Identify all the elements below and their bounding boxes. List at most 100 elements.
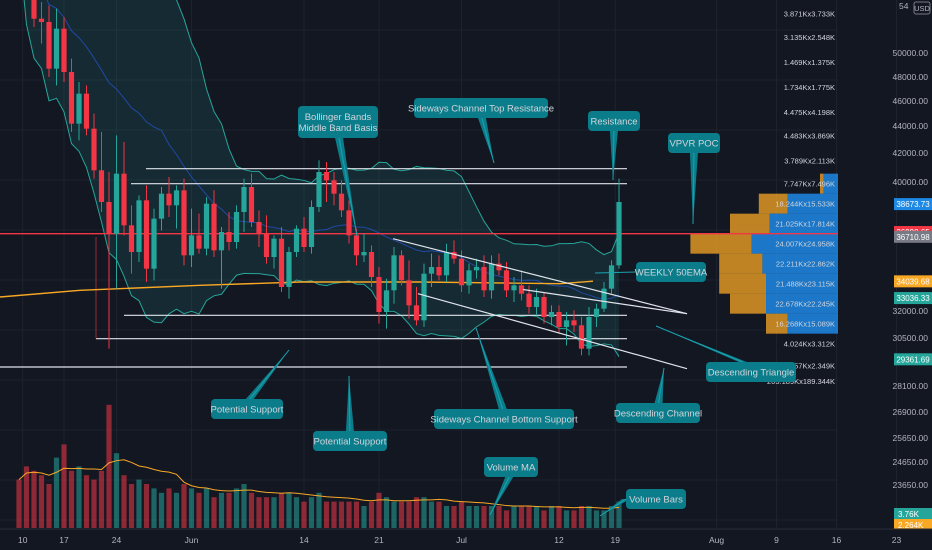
vp-down-bar-12 xyxy=(730,213,770,234)
candle-body-33 xyxy=(263,233,270,257)
volume-bar-4 xyxy=(46,484,52,528)
vp-up-bar-15 xyxy=(766,273,838,294)
channel-lower-line xyxy=(417,293,688,370)
candle-body-52 xyxy=(406,280,412,306)
triangle-base-line xyxy=(522,288,688,315)
vp-down-bar-14 xyxy=(719,253,763,274)
candle-body-59 xyxy=(458,258,465,286)
candle-body-61 xyxy=(473,267,480,271)
price-tag-text-2: 36710.98 xyxy=(896,233,930,242)
volume-bar-70 xyxy=(541,510,547,528)
annotation-text-bb-0: Bollinger Bands xyxy=(305,112,372,123)
annotation-text-bot-0: Sideways Channel Bottom Support xyxy=(430,415,578,426)
volume-bar-6 xyxy=(61,444,67,528)
candle-body-6 xyxy=(61,28,67,73)
volume-bar-39 xyxy=(308,497,315,528)
volume-tag-bg-1 xyxy=(894,519,932,530)
candle-body-34 xyxy=(271,238,277,257)
candle-body-71 xyxy=(548,312,555,317)
time-tick-6: Jul xyxy=(456,535,467,545)
annotation-text-tri-0: Descending Triangle xyxy=(708,368,795,379)
vp-down-bar-10 xyxy=(820,173,824,194)
candle-body-14 xyxy=(121,173,127,226)
price-tag-bg-4 xyxy=(894,292,932,305)
time-tick-1: 17 xyxy=(59,535,69,545)
volume-bar-76 xyxy=(586,506,592,528)
volume-tag-text-0: 3.76K xyxy=(898,510,920,519)
volume-bar-69 xyxy=(533,506,540,528)
vp-label-8: 4.483Kx3.869K xyxy=(784,131,835,140)
annotation-text-vma-0: Volume MA xyxy=(487,463,536,474)
volume-bar-23 xyxy=(188,488,195,528)
price-tag-bg-0 xyxy=(894,198,932,211)
price-tick-1: 48000.00 xyxy=(893,72,929,82)
volume-bar-49 xyxy=(383,497,390,528)
time-tick-12: 23 xyxy=(892,535,902,545)
candle-body-68 xyxy=(526,293,532,307)
volume-bar-17 xyxy=(143,484,150,528)
weekly-50ema-line xyxy=(0,280,594,298)
vp-label-19: 2.757Kx2.349K xyxy=(784,361,835,370)
volume-bar-55 xyxy=(428,501,435,528)
candle-body-32 xyxy=(256,222,262,234)
price-tag-bg-3 xyxy=(894,275,932,288)
volume-bar-43 xyxy=(338,501,345,528)
candle-body-3 xyxy=(38,18,45,22)
annotation-leader-top xyxy=(481,117,495,164)
candle-body-25 xyxy=(203,203,210,249)
volume-bar-41 xyxy=(323,501,330,528)
candle-body-60 xyxy=(466,270,472,286)
volume-bar-62 xyxy=(481,506,487,528)
annotation-text-vpvr-0: VPVR POC xyxy=(669,139,718,150)
time-tick-4: 14 xyxy=(299,535,309,545)
price-tag-text-0: 38673.73 xyxy=(896,200,930,209)
annotation-text-ps1-0: Potential Support xyxy=(211,405,284,416)
volume-bar-34 xyxy=(271,497,277,528)
candle-body-48 xyxy=(376,277,382,312)
volume-bar-67 xyxy=(518,506,525,528)
volume-bar-58 xyxy=(451,506,457,528)
candle-body-54 xyxy=(421,273,427,321)
vp-up-bar-10 xyxy=(823,173,838,194)
annotation-text-ema-0: WEEKLY 50EMA xyxy=(635,268,708,279)
volume-bar-65 xyxy=(503,510,510,528)
candle-body-72 xyxy=(556,312,562,327)
trend-lines xyxy=(392,238,688,370)
candle-body-24 xyxy=(196,235,202,249)
candle-body-56 xyxy=(436,267,442,276)
candle-body-65 xyxy=(503,270,510,291)
price-axis-panel xyxy=(900,0,932,550)
time-tick-0: 10 xyxy=(18,535,28,545)
annotation-box-bot xyxy=(434,409,574,429)
candle-body-20 xyxy=(166,193,172,206)
volume-bar-52 xyxy=(406,501,412,528)
volume-bar-32 xyxy=(256,497,262,528)
vp-label-17: 16.268Kx15.089K xyxy=(775,320,835,329)
currency-badge xyxy=(913,1,931,15)
candle-body-19 xyxy=(158,193,165,219)
annotation-box-bb xyxy=(298,106,378,138)
price-tag-text-4: 33036.33 xyxy=(896,294,930,303)
volume-bar-9 xyxy=(83,475,90,528)
price-tick-4: 42000.00 xyxy=(893,148,929,158)
vp-label-9: 3.789Kx2.113K xyxy=(784,156,835,165)
volume-bar-14 xyxy=(121,475,127,528)
candle-body-77 xyxy=(593,308,600,317)
currency-label: USD xyxy=(914,4,930,13)
volume-bar-75 xyxy=(578,506,585,528)
volume-bar-7 xyxy=(68,470,75,528)
annotation-text-res-0: Resistance xyxy=(591,117,638,128)
candle-body-76 xyxy=(586,317,592,349)
annotation-text-top-0: Sideways Channel Top Resistance xyxy=(408,104,554,115)
annotation-pointer-vma xyxy=(490,477,514,515)
volume-bar-63 xyxy=(488,506,495,528)
candle-body-63 xyxy=(488,263,495,291)
price-tick-12: 23650.00 xyxy=(893,480,929,490)
time-tick-10: 9 xyxy=(774,535,779,545)
volume-bar-56 xyxy=(436,501,442,528)
annotation-box-top xyxy=(414,98,548,118)
candle-body-21 xyxy=(173,190,180,206)
candle-body-5 xyxy=(53,28,60,69)
